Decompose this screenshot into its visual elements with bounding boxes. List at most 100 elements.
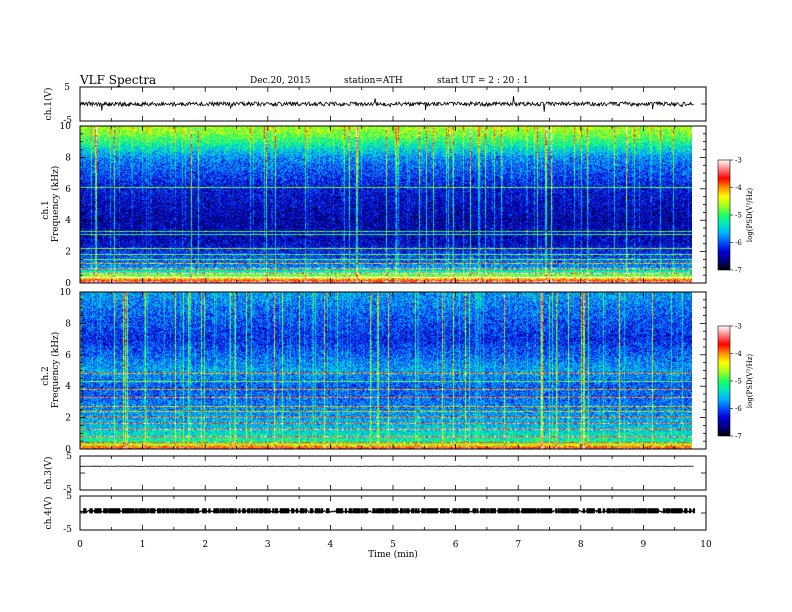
x-axis-label: Time (min) (368, 549, 418, 560)
station-label: station=ATH (344, 76, 403, 86)
ch4-pulse (83, 508, 86, 514)
ch4-pulse (502, 508, 505, 514)
ch2-colorbar-tick-label-2: -5 (735, 378, 742, 386)
ch4-pulse (284, 508, 287, 514)
ch4-pulse (422, 508, 425, 514)
ch4-pulse (676, 508, 679, 514)
ch4-pulse (336, 508, 339, 514)
ch4-pulse (587, 508, 590, 514)
ch4-pulse (388, 508, 391, 514)
ch4-pulse (650, 508, 653, 514)
ch4-pulse (649, 508, 652, 514)
ch4-pulse (372, 508, 375, 514)
ch4-pulse (268, 508, 271, 514)
x-tick-label-8: 8 (578, 540, 584, 550)
x-tick-label-0: 0 (77, 540, 83, 550)
ch4-pulse (442, 508, 445, 514)
ch4-pulse (458, 508, 461, 514)
ch2-colorbar-ticks: -3 -4 -5 -6 -7 (730, 323, 742, 441)
ch4-pulse (356, 508, 359, 514)
ch4-pulse (493, 508, 496, 514)
ch1-channel-label: ch.1 (41, 200, 51, 219)
ch4-pulse (144, 508, 147, 514)
ch4-pulse (541, 508, 544, 514)
ch1-colorbar-label: log(PSD(V²/Hz) (746, 188, 754, 243)
ch4-pulse (250, 508, 254, 514)
ch4-pulse (464, 508, 468, 514)
ch4-pulse (620, 508, 623, 514)
ch4-pulse (570, 508, 573, 514)
ch4-pulse (532, 508, 535, 514)
ch4-pulse (472, 508, 475, 514)
ch2-colorbar-tick-label-4: -7 (735, 433, 742, 441)
ch4-pulse (480, 508, 483, 514)
ch4-pulse (588, 508, 592, 514)
ch1-waveform (79, 95, 694, 112)
ch4-pulse (264, 508, 267, 514)
ch4-pulse (399, 508, 403, 514)
ch4-pulse (515, 508, 518, 514)
ch4-pulse (215, 508, 219, 514)
ch1-spectrogram-image (80, 126, 692, 283)
ch4-pulse (190, 508, 193, 514)
ch4-pulse (611, 508, 614, 514)
ch4-pulse (378, 508, 381, 514)
ch2-colorbar-tick-label-3: -6 (735, 405, 742, 413)
ch4-pulse (540, 508, 543, 514)
ch4-pulse (641, 508, 644, 514)
ch4-pulse (675, 508, 678, 514)
ch4-pulse (189, 508, 192, 514)
ch4-pulse (327, 508, 330, 514)
ch2-spectrogram-ytick-2: 4 (65, 382, 71, 392)
ch4-pulse (401, 508, 404, 514)
ch4-pulse (561, 508, 564, 514)
ch4-pulse (363, 508, 366, 514)
ch4-pulse (414, 508, 418, 514)
ch4-pulse (384, 508, 388, 514)
ch4-pulse (550, 508, 553, 514)
ch4-pulse (352, 508, 355, 514)
ch4-pulse (111, 508, 115, 514)
ch1-colorbar-tick-label-2: -5 (735, 212, 742, 220)
ch4-pulse (511, 508, 514, 514)
ch4-pulse (253, 508, 256, 514)
ch4-pulse (123, 508, 126, 514)
ch4-pulse (349, 508, 353, 514)
ch4-pulse (234, 508, 237, 514)
ch4-pulse (358, 508, 361, 514)
ch1-colorbar-tick-label-3: -6 (735, 239, 742, 247)
x-tick-label-1: 1 (140, 540, 146, 550)
ch4-pulse (684, 508, 687, 514)
ch4-pulse (576, 508, 579, 514)
ch4-pulse (188, 508, 191, 514)
ch4-pulse (677, 508, 681, 514)
ch4-pulse (183, 508, 186, 514)
ch1-spectrogram-ytick-1: 2 (65, 248, 71, 258)
ch2-colorbar-tick-label-1: -4 (735, 350, 742, 358)
ch4-pulse (597, 508, 600, 514)
ch4-pulse (317, 508, 320, 514)
ch4-pulse (466, 508, 469, 514)
ch4-pulse (95, 508, 98, 514)
ch4-pulse (497, 508, 500, 514)
ch4-pulse (114, 508, 117, 514)
ch4-pulse (247, 508, 250, 514)
ch4-pulse (242, 508, 245, 514)
x-tick-label-6: 6 (453, 540, 459, 550)
ch4-pulse (590, 508, 593, 514)
ch4-pulse (263, 508, 266, 514)
ch4-pulse (655, 508, 658, 514)
ch4-pulse (128, 508, 131, 514)
ch4-pulse (565, 508, 568, 514)
ch4-pulse (195, 508, 199, 514)
ch4-pulse (265, 508, 269, 514)
ch4-pulse (637, 508, 640, 514)
ch4-pulse (498, 508, 501, 514)
ch4-pulse (96, 508, 100, 514)
ch4-pulse (481, 508, 484, 514)
ch4-pulse (230, 508, 234, 514)
ch4-pulse (487, 508, 490, 514)
ch4-pulse (692, 508, 696, 514)
ch4-pulse (679, 508, 682, 514)
ch4-pulse (525, 508, 528, 514)
